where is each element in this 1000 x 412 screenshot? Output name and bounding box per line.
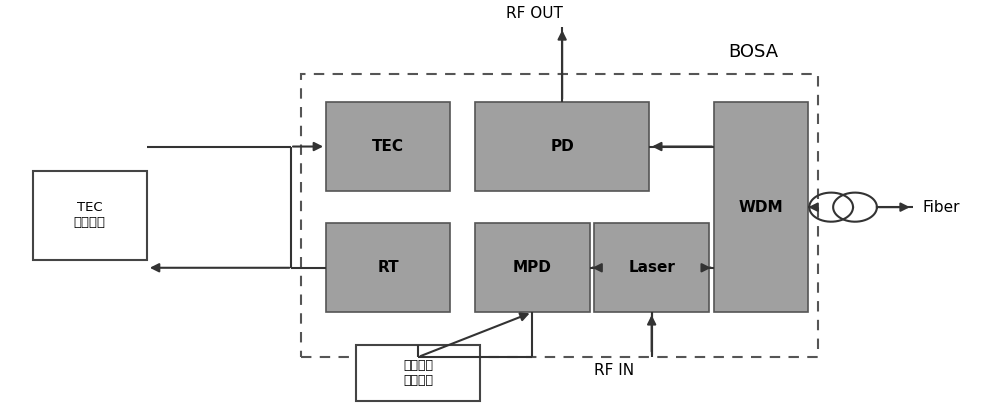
Text: RT: RT: [377, 260, 399, 275]
Text: BOSA: BOSA: [729, 42, 779, 61]
Bar: [475, 102, 649, 191]
Bar: [356, 344, 480, 401]
Bar: [326, 223, 450, 312]
Bar: [33, 171, 147, 260]
Bar: [326, 102, 450, 191]
Text: RF IN: RF IN: [594, 363, 635, 378]
Bar: [301, 74, 818, 357]
Text: Laser: Laser: [628, 260, 675, 275]
Text: TEC: TEC: [372, 139, 404, 154]
Text: TEC
控制电路: TEC 控制电路: [74, 201, 106, 229]
Bar: [714, 102, 808, 312]
Text: 自动功率
控制电路: 自动功率 控制电路: [403, 359, 433, 387]
Text: PD: PD: [550, 139, 574, 154]
Text: WDM: WDM: [739, 200, 783, 215]
Bar: [475, 223, 590, 312]
Text: RF OUT: RF OUT: [506, 6, 563, 21]
Text: Fiber: Fiber: [923, 200, 960, 215]
Bar: [594, 223, 709, 312]
Text: MPD: MPD: [513, 260, 552, 275]
